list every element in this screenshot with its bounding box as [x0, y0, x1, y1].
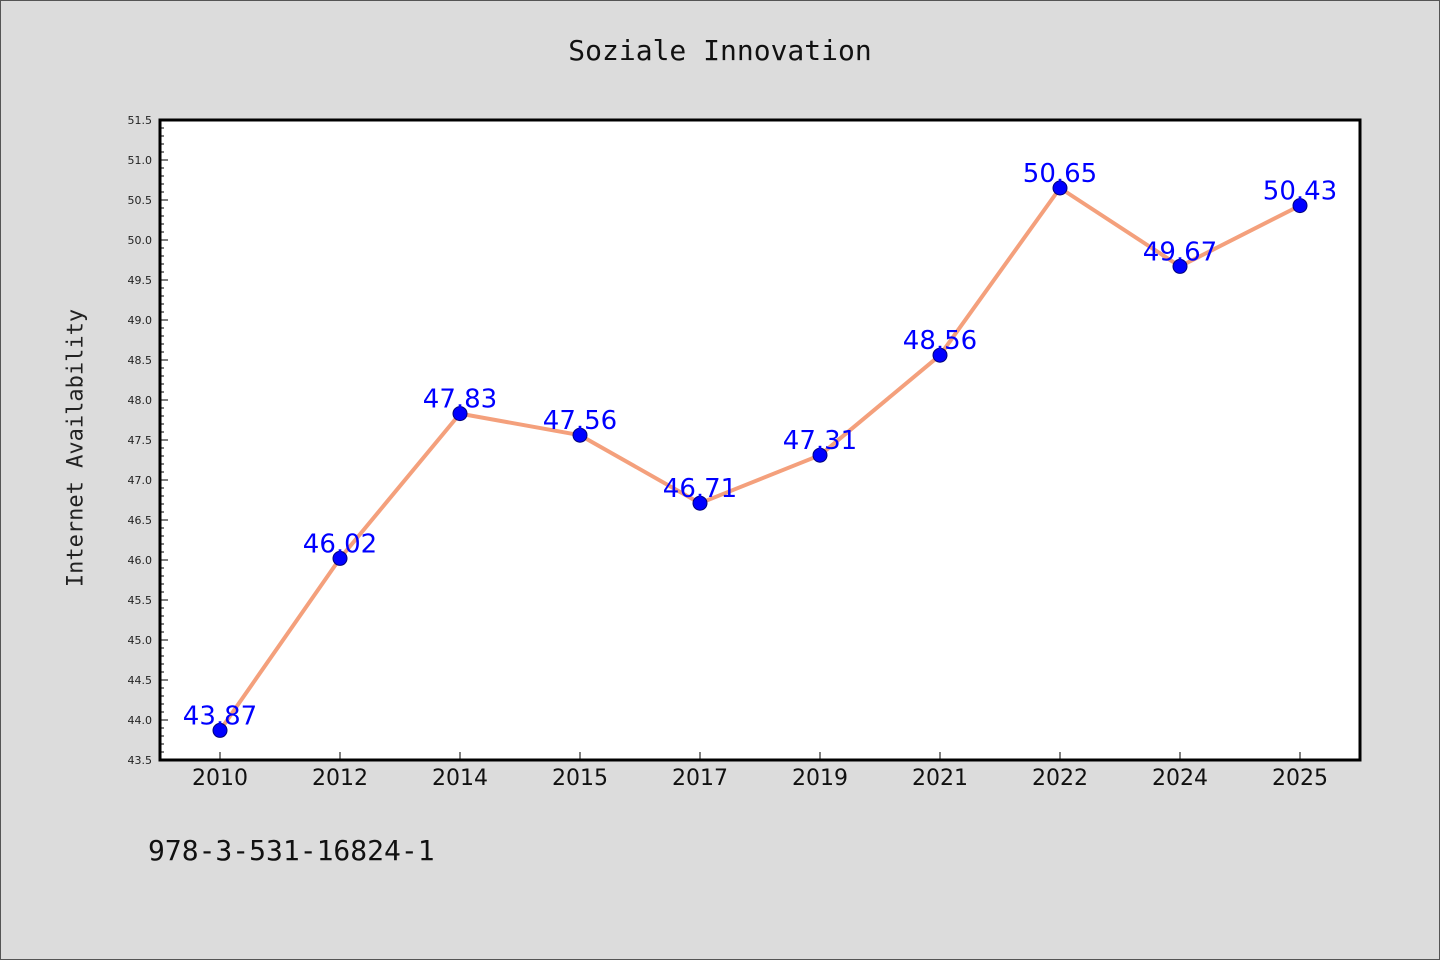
- y-tick-label: 49.5: [128, 274, 153, 287]
- data-point: [1052, 180, 1068, 196]
- data-point: [932, 347, 948, 363]
- chart-title: Soziale Innovation: [568, 34, 872, 67]
- data-label: 46.02: [303, 529, 377, 559]
- y-tick-label: 47.0: [128, 474, 153, 487]
- y-tick-label: 49.0: [128, 314, 153, 327]
- y-tick-label: 44.0: [128, 714, 153, 727]
- y-tick-label: 45.5: [128, 594, 153, 607]
- data-point: [692, 495, 708, 511]
- x-tick-label: 2015: [552, 766, 608, 791]
- x-tick-label: 2022: [1032, 766, 1088, 791]
- data-label: 50.65: [1023, 159, 1097, 189]
- data-point: [332, 550, 348, 566]
- y-tick-label: 51.5: [128, 114, 153, 127]
- y-tick-label: 48.0: [128, 394, 153, 407]
- isbn-text: 978-3-531-16824-1: [148, 834, 435, 867]
- y-tick-label: 46.5: [128, 514, 153, 527]
- series-line: [218, 186, 1302, 733]
- data-point: [1292, 198, 1308, 214]
- x-tick-label: 2019: [792, 766, 848, 791]
- y-tick-label: 43.5: [128, 754, 153, 767]
- y-tick-label: 50.0: [128, 234, 153, 247]
- y-tick-label: 44.5: [128, 674, 153, 687]
- series-layer: 43.87 46.02 47.83 47.56 46.71 47.31 48.56 50.65…: [183, 159, 1337, 738]
- y-tick-label: 50.5: [128, 194, 153, 207]
- x-tick-label: 2014: [432, 766, 488, 791]
- data-label: 48.56: [903, 326, 977, 356]
- x-axis: 2010 2012 2014 2015 2017 2019 2021 2022 2024 2025: [192, 752, 1328, 791]
- data-label: 43.87: [183, 701, 257, 731]
- data-label: 47.31: [783, 426, 857, 456]
- data-label: 49.67: [1143, 237, 1217, 267]
- data-point: [812, 447, 828, 463]
- y-tick-label: 48.5: [128, 354, 153, 367]
- data-label: 46.71: [663, 474, 737, 504]
- data-label: 47.56: [543, 406, 617, 436]
- plot-frame: [158, 118, 1362, 762]
- data-label: 50.43: [1263, 177, 1337, 207]
- y-tick-label: 47.5: [128, 434, 153, 447]
- x-tick-label: 2024: [1152, 766, 1208, 791]
- data-point: [1172, 258, 1188, 274]
- x-tick-label: 2017: [672, 766, 728, 791]
- x-tick-label: 2021: [912, 766, 968, 791]
- plot-area: [160, 120, 1360, 760]
- data-point: [572, 427, 588, 443]
- x-tick-label: 2012: [312, 766, 368, 791]
- x-tick-label: 2025: [1272, 766, 1328, 791]
- x-tick-label: 2010: [192, 766, 248, 791]
- y-tick-label: 45.0: [128, 634, 153, 647]
- y-tick-label: 51.0: [128, 154, 153, 167]
- data-point: [212, 722, 228, 738]
- data-label: 47.83: [423, 385, 497, 415]
- y-tick-label: 46.0: [128, 554, 153, 567]
- data-point: [452, 406, 468, 422]
